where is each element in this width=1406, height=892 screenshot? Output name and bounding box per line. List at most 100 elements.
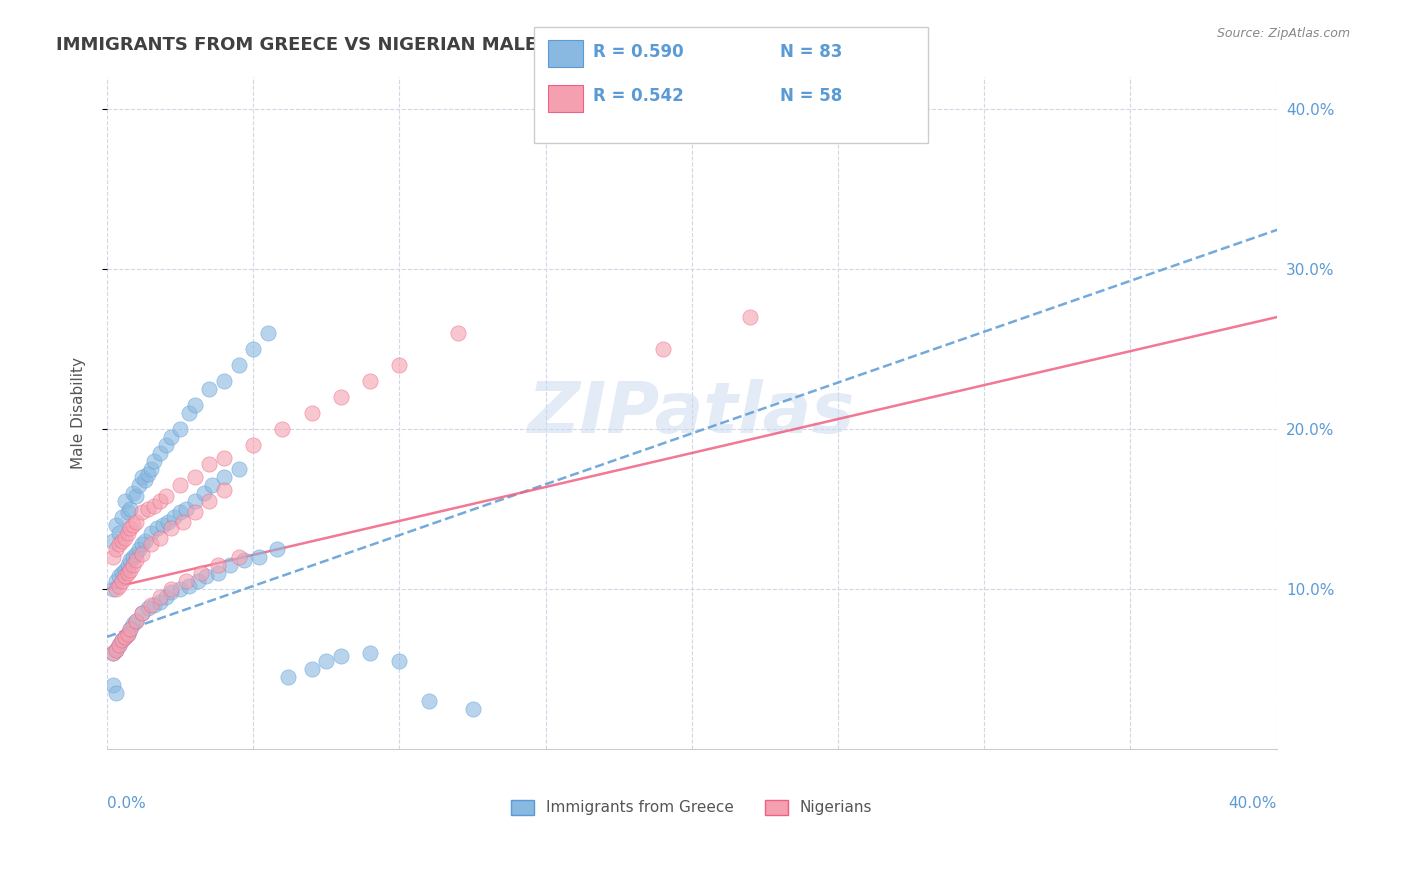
Point: [247, 549, 270, 564]
Point: [139, 462, 162, 476]
Point: [114, 494, 136, 508]
Point: [114, 630, 136, 644]
Point: [114, 531, 136, 545]
Point: [104, 518, 127, 533]
Point: [107, 525, 129, 540]
Point: [136, 467, 159, 481]
Point: [104, 582, 127, 596]
Y-axis label: Male Disability: Male Disability: [72, 357, 86, 469]
Point: [107, 569, 129, 583]
Point: [107, 579, 129, 593]
Point: [301, 662, 323, 676]
Point: [169, 582, 191, 596]
Point: [122, 549, 145, 564]
Point: [139, 525, 162, 540]
Point: [184, 398, 207, 412]
Point: [117, 558, 139, 572]
Point: [212, 374, 235, 388]
Point: [228, 462, 250, 476]
Point: [195, 569, 218, 583]
Point: [277, 670, 299, 684]
Point: [125, 553, 148, 567]
Text: N = 83: N = 83: [780, 43, 842, 61]
Text: R = 0.542: R = 0.542: [593, 87, 685, 105]
Point: [388, 358, 411, 372]
Point: [201, 478, 224, 492]
Point: [101, 582, 124, 596]
Point: [125, 515, 148, 529]
Point: [651, 342, 673, 356]
Point: [120, 622, 142, 636]
Point: [131, 606, 153, 620]
Point: [174, 502, 197, 516]
Point: [111, 574, 134, 588]
Point: [111, 533, 134, 548]
Point: [155, 438, 177, 452]
Point: [104, 541, 127, 556]
Point: [142, 499, 165, 513]
Point: [271, 422, 294, 436]
Point: [136, 601, 159, 615]
Point: [184, 470, 207, 484]
Point: [107, 537, 129, 551]
Point: [104, 574, 127, 588]
Point: [111, 633, 134, 648]
Point: [107, 638, 129, 652]
Point: [111, 510, 134, 524]
Point: [160, 585, 183, 599]
Point: [461, 702, 484, 716]
Point: [125, 614, 148, 628]
Point: [177, 406, 200, 420]
Point: [111, 633, 134, 648]
Point: [107, 638, 129, 652]
Text: N = 58: N = 58: [780, 87, 842, 105]
Point: [101, 549, 124, 564]
Point: [136, 502, 159, 516]
Point: [104, 642, 127, 657]
Point: [117, 566, 139, 580]
Point: [120, 521, 142, 535]
Text: ZIPatlas: ZIPatlas: [529, 378, 855, 448]
Point: [117, 626, 139, 640]
Point: [228, 358, 250, 372]
Point: [122, 617, 145, 632]
Point: [149, 446, 172, 460]
Point: [174, 574, 197, 588]
Point: [114, 563, 136, 577]
Point: [330, 648, 353, 663]
Point: [177, 579, 200, 593]
Point: [218, 558, 240, 572]
Point: [330, 390, 353, 404]
Point: [198, 457, 221, 471]
Point: [111, 566, 134, 580]
Point: [157, 515, 180, 529]
Text: 40.0%: 40.0%: [1229, 796, 1277, 811]
Point: [169, 478, 191, 492]
Legend: Immigrants from Greece, Nigerians: Immigrants from Greece, Nigerians: [505, 793, 879, 822]
Point: [125, 614, 148, 628]
Point: [149, 595, 172, 609]
Point: [149, 590, 172, 604]
Point: [315, 654, 337, 668]
Point: [163, 510, 186, 524]
Point: [212, 483, 235, 497]
Point: [101, 646, 124, 660]
Point: [207, 566, 229, 580]
Point: [120, 563, 142, 577]
Point: [155, 489, 177, 503]
Point: [139, 598, 162, 612]
Point: [142, 598, 165, 612]
Point: [155, 590, 177, 604]
Point: [131, 606, 153, 620]
Point: [198, 382, 221, 396]
Text: R = 0.590: R = 0.590: [593, 43, 683, 61]
Point: [447, 326, 470, 340]
Point: [242, 342, 264, 356]
Text: Source: ZipAtlas.com: Source: ZipAtlas.com: [1216, 27, 1350, 40]
Point: [122, 518, 145, 533]
Point: [212, 450, 235, 465]
Point: [169, 505, 191, 519]
Point: [142, 454, 165, 468]
Point: [228, 549, 250, 564]
Point: [152, 518, 174, 533]
